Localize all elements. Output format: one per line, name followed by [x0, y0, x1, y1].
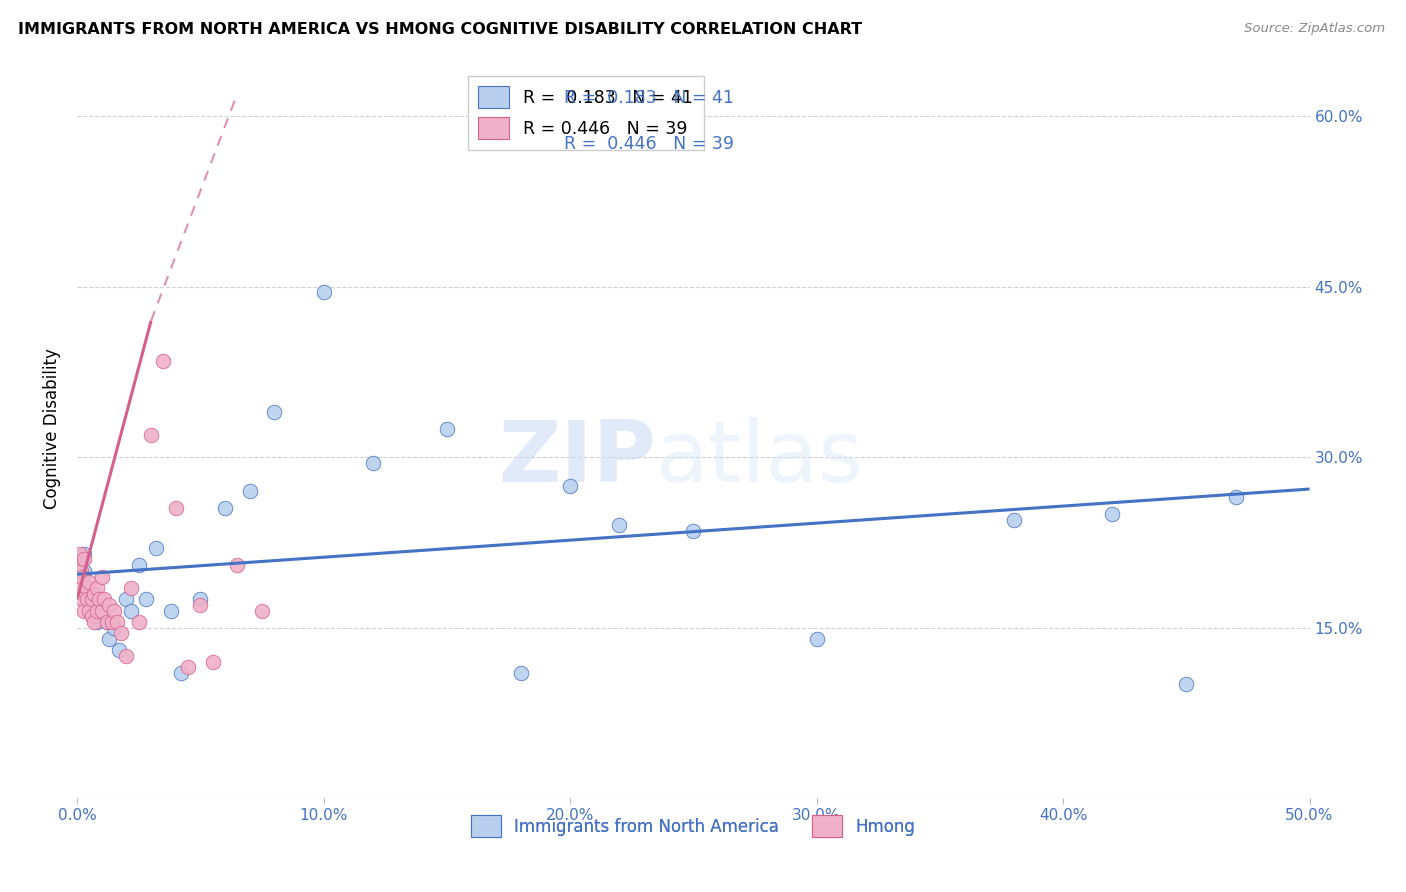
Point	[76, 581, 98, 595]
Point	[79, 604, 101, 618]
Point	[98, 632, 121, 646]
Point	[67, 558, 90, 573]
Point	[80, 609, 103, 624]
Point	[115, 592, 138, 607]
Point	[73, 547, 96, 561]
Point	[250, 604, 273, 618]
Point	[128, 615, 150, 629]
Point	[90, 604, 112, 618]
Point	[76, 592, 98, 607]
Legend: Immigrants from North America, Hmong: Immigrants from North America, Hmong	[463, 807, 924, 845]
Point	[79, 575, 101, 590]
Point	[76, 592, 98, 607]
Point	[110, 626, 132, 640]
Point	[96, 615, 118, 629]
Point	[86, 604, 108, 618]
Point	[86, 581, 108, 595]
Point	[1225, 490, 1247, 504]
Point	[96, 615, 118, 629]
Point	[70, 592, 93, 607]
Point	[70, 569, 93, 583]
Point	[609, 518, 631, 533]
Text: R =  0.446   N = 39: R = 0.446 N = 39	[564, 135, 734, 153]
Point	[139, 427, 162, 442]
Point	[69, 564, 91, 578]
Point	[361, 456, 384, 470]
Point	[103, 621, 125, 635]
Point	[1002, 513, 1025, 527]
Point	[69, 547, 91, 561]
Point	[214, 501, 236, 516]
Point	[73, 552, 96, 566]
Point	[80, 604, 103, 618]
Point	[509, 666, 531, 681]
Point	[105, 615, 128, 629]
Point	[159, 604, 181, 618]
Point	[69, 581, 91, 595]
Point	[145, 541, 167, 555]
Point	[73, 604, 96, 618]
Text: IMMIGRANTS FROM NORTH AMERICA VS HMONG COGNITIVE DISABILITY CORRELATION CHART: IMMIGRANTS FROM NORTH AMERICA VS HMONG C…	[18, 22, 862, 37]
Point	[69, 558, 91, 573]
Point	[239, 484, 262, 499]
Point	[70, 569, 93, 583]
Text: R =  0.183   N = 41: R = 0.183 N = 41	[564, 89, 734, 107]
Point	[152, 353, 174, 368]
Point	[201, 655, 224, 669]
Point	[558, 478, 581, 492]
Point	[80, 592, 103, 607]
Point	[73, 564, 96, 578]
Point	[165, 501, 187, 516]
Point	[169, 666, 191, 681]
Point	[76, 581, 98, 595]
Point	[436, 422, 458, 436]
Point	[93, 592, 115, 607]
Point	[89, 592, 111, 607]
Point	[89, 609, 111, 624]
Point	[135, 592, 157, 607]
Y-axis label: Cognitive Disability: Cognitive Disability	[44, 349, 60, 509]
Text: Source: ZipAtlas.com: Source: ZipAtlas.com	[1244, 22, 1385, 36]
Point	[226, 558, 249, 573]
Point	[115, 648, 138, 663]
Point	[188, 598, 211, 612]
Point	[83, 615, 105, 629]
Point	[1175, 677, 1198, 691]
Point	[70, 552, 93, 566]
Point	[86, 615, 108, 629]
Point	[103, 604, 125, 618]
Point	[120, 581, 142, 595]
Point	[682, 524, 704, 538]
Point	[108, 643, 131, 657]
Point	[93, 609, 115, 624]
Point	[83, 592, 105, 607]
Point	[120, 604, 142, 618]
Point	[188, 592, 211, 607]
Point	[98, 598, 121, 612]
Point	[806, 632, 828, 646]
Point	[100, 615, 122, 629]
Point	[90, 569, 112, 583]
Point	[128, 558, 150, 573]
Text: ZIP: ZIP	[499, 417, 657, 500]
Point	[90, 604, 112, 618]
Text: atlas: atlas	[657, 417, 865, 500]
Point	[1101, 507, 1123, 521]
Point	[263, 405, 285, 419]
Point	[312, 285, 335, 300]
Point	[83, 586, 105, 600]
Point	[79, 598, 101, 612]
Point	[177, 660, 200, 674]
